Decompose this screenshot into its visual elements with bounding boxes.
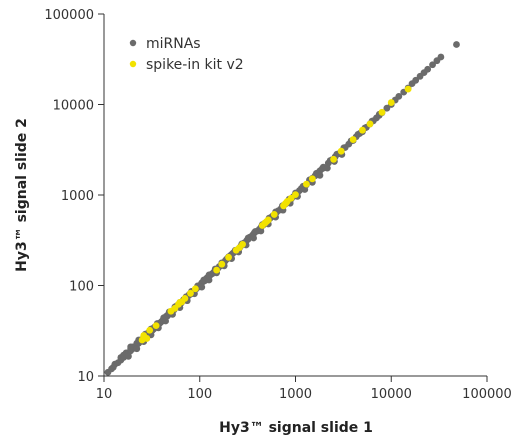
mirna-point [453,41,460,48]
tick-marks [98,13,488,382]
mirna-point [257,227,265,235]
spike-in-point [187,289,194,297]
mirna-point [125,352,132,360]
spike-in-point [146,326,154,334]
spike-in-point [143,335,151,342]
mirna-point [127,343,135,351]
legend-marker-spike-in [129,60,137,68]
mirna-point [251,228,259,235]
mirna-point [316,171,324,179]
mirna-point [412,76,420,84]
x-tick-label: 100000 [462,387,512,402]
mirna-point [244,234,252,242]
mirna-point [133,345,141,353]
spike-in-point [292,191,299,199]
spike-in-point [349,136,357,143]
spike-in-point [387,99,395,106]
spike-in-point [225,253,232,261]
spike-in-point [191,285,199,293]
mirna-point [354,130,362,138]
spike-in-point [330,155,337,163]
legend-label-spike-in: spike-in kit v2 [146,57,244,73]
data-points [104,41,460,376]
y-tick-label: 10 [77,370,94,385]
spike-in-point [152,322,160,330]
spike-in-point [239,240,246,248]
x-tick-label: 10000 [371,387,412,402]
mirna-point [205,271,213,279]
mirna-point [323,164,331,172]
legend-label-mirnas: miRNAs [146,36,201,52]
spike-in-point [366,120,374,128]
spike-in-point [378,108,386,116]
y-tick-label: 10000 [53,99,94,114]
y-axis-title: Hy3™ signal slide 2 [14,118,30,272]
tick-labels: 10 100 1000 10000 100000 10 100 1000 10000 100000 [44,8,511,402]
x-axis-title: Hy3™ signal slide 1 [219,420,373,436]
mirna-point [395,92,403,100]
mirna-point [250,234,257,242]
mirna-point [301,186,309,193]
spike-in-point [264,216,272,224]
x-tick-label: 100 [187,387,212,402]
y-tick-label: 100 [69,280,94,295]
spike-in-point [181,295,189,302]
x-tick-label: 1000 [279,387,312,402]
spike-in-point [359,126,366,134]
mirna-point [424,65,432,73]
spike-in-point [218,260,226,268]
spike-in-point [308,175,316,183]
spike-in-point [404,85,412,93]
mirna-point [162,317,170,325]
legend-marker-mirnas [129,39,137,47]
spike-in-point [213,266,221,274]
mirna-point [205,276,213,284]
legend: miRNAs spike-in kit v2 [129,36,244,73]
mirna-point [437,53,445,61]
x-tick-label: 10 [96,387,113,402]
spike-in-point [337,147,345,155]
spike-in-point [303,180,310,188]
y-tick-label: 1000 [61,189,94,204]
spike-in-point [270,211,278,218]
mirna-point [200,276,208,284]
mirna-point [198,283,206,291]
mirna-point [429,61,436,69]
y-tick-label: 100000 [44,8,94,23]
